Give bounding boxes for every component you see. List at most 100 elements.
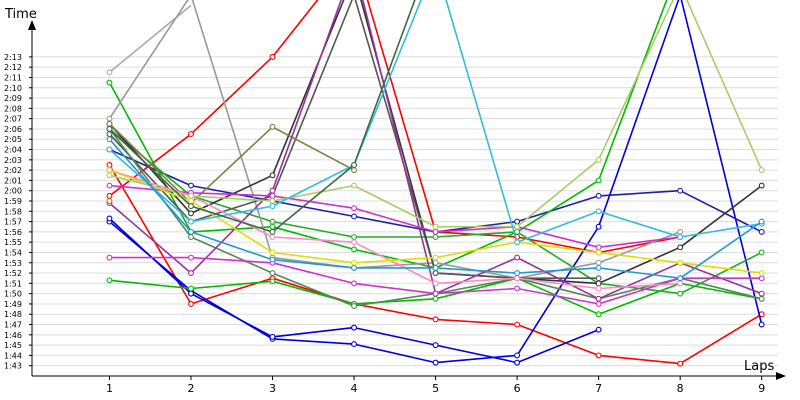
data-point bbox=[106, 215, 113, 222]
data-point bbox=[432, 270, 439, 277]
data-point bbox=[188, 210, 194, 217]
data-point bbox=[677, 228, 684, 235]
data-point bbox=[269, 234, 276, 240]
axes bbox=[28, 20, 786, 380]
data-point bbox=[351, 259, 357, 266]
data-point bbox=[188, 218, 194, 225]
data-point bbox=[269, 256, 276, 263]
y-tick-label: 1:54 bbox=[4, 248, 22, 257]
data-point bbox=[595, 177, 602, 184]
data-point bbox=[269, 53, 276, 60]
data-point bbox=[514, 285, 521, 292]
data-point bbox=[758, 218, 765, 225]
data-point bbox=[351, 303, 357, 309]
data-point bbox=[432, 280, 439, 287]
y-tick-label: 2:02 bbox=[4, 166, 22, 175]
y-tick-label: 1:53 bbox=[4, 259, 22, 268]
data-point bbox=[351, 234, 357, 240]
series-4 bbox=[106, 215, 602, 366]
data-point bbox=[595, 264, 602, 271]
data-point bbox=[106, 69, 113, 76]
data-point bbox=[188, 198, 194, 204]
series-20 bbox=[106, 0, 765, 230]
data-point bbox=[758, 182, 765, 189]
data-point bbox=[106, 254, 113, 261]
data-point bbox=[106, 198, 113, 204]
data-point bbox=[677, 234, 684, 240]
data-point bbox=[106, 120, 113, 127]
y-tick-label: 1:56 bbox=[4, 228, 22, 237]
y-tick-label: 2:09 bbox=[4, 94, 22, 103]
data-point bbox=[595, 326, 602, 333]
y-tick-label: 2:13 bbox=[4, 53, 22, 62]
data-point bbox=[758, 275, 765, 282]
data-point bbox=[351, 182, 357, 189]
data-point bbox=[106, 131, 113, 138]
data-point bbox=[351, 246, 357, 253]
data-point bbox=[188, 182, 194, 189]
y-tick-label: 2:05 bbox=[4, 135, 22, 144]
series-3 bbox=[106, 0, 765, 366]
y-tick-label: 1:59 bbox=[4, 197, 22, 206]
data-point bbox=[432, 316, 439, 323]
x-tick-label: 5 bbox=[432, 382, 439, 395]
data-point bbox=[595, 244, 602, 251]
data-point bbox=[106, 277, 113, 284]
data-point bbox=[269, 333, 276, 340]
data-point bbox=[758, 167, 765, 174]
data-point bbox=[351, 213, 357, 220]
data-point bbox=[106, 167, 113, 174]
series-line bbox=[108, 4, 192, 73]
data-point bbox=[595, 192, 602, 199]
y-tick-label: 1:52 bbox=[4, 269, 22, 278]
data-point bbox=[269, 198, 276, 204]
series-23 bbox=[106, 0, 416, 235]
data-point bbox=[595, 311, 602, 318]
y-tick-label: 1:46 bbox=[4, 331, 22, 340]
x-tick-label: 1 bbox=[106, 382, 113, 395]
data-point bbox=[188, 228, 194, 235]
series-lines bbox=[106, 0, 765, 367]
data-point bbox=[351, 205, 357, 212]
data-point bbox=[269, 228, 276, 235]
data-point bbox=[758, 295, 765, 302]
x-tick-labels: 1 2 3 4 5 6 7 8 9 bbox=[106, 376, 765, 395]
series-21 bbox=[106, 0, 765, 246]
data-point bbox=[269, 270, 276, 277]
data-point bbox=[351, 167, 357, 174]
data-point bbox=[758, 228, 765, 235]
data-point bbox=[106, 136, 113, 143]
grid bbox=[32, 56, 778, 367]
y-tick-label: 1:51 bbox=[4, 279, 22, 288]
data-point bbox=[106, 125, 113, 132]
x-tick-label: 2 bbox=[187, 382, 194, 395]
x-tick-label: 4 bbox=[351, 382, 358, 395]
y-tick-label: 1:57 bbox=[4, 218, 22, 227]
y-tick-label: 2:06 bbox=[4, 125, 22, 134]
data-point bbox=[106, 192, 113, 199]
y-tick-label: 1:44 bbox=[4, 351, 22, 360]
data-point bbox=[432, 342, 439, 349]
x-tick-label: 7 bbox=[595, 382, 602, 395]
data-point bbox=[758, 270, 765, 277]
data-point bbox=[106, 115, 113, 122]
data-point bbox=[106, 162, 113, 168]
data-point bbox=[595, 259, 602, 266]
data-point bbox=[188, 300, 194, 307]
data-point bbox=[269, 192, 276, 199]
y-tick-label: 1:58 bbox=[4, 207, 22, 216]
y-tick-label: 2:04 bbox=[4, 146, 22, 155]
data-point bbox=[188, 192, 194, 199]
data-point bbox=[188, 290, 194, 297]
data-point bbox=[595, 280, 602, 287]
data-point bbox=[351, 162, 357, 168]
data-point bbox=[677, 244, 684, 251]
data-point bbox=[106, 182, 113, 189]
data-point bbox=[514, 223, 521, 230]
series-line bbox=[108, 123, 355, 204]
y-tick-labels: 1:43 1:441:451:461:47 1:481:491:50 1:511:52… bbox=[4, 53, 32, 371]
series-line bbox=[108, 128, 762, 307]
y-tick-label: 1:48 bbox=[4, 310, 22, 319]
x-tick-label: 3 bbox=[269, 382, 276, 395]
data-point bbox=[269, 278, 276, 285]
